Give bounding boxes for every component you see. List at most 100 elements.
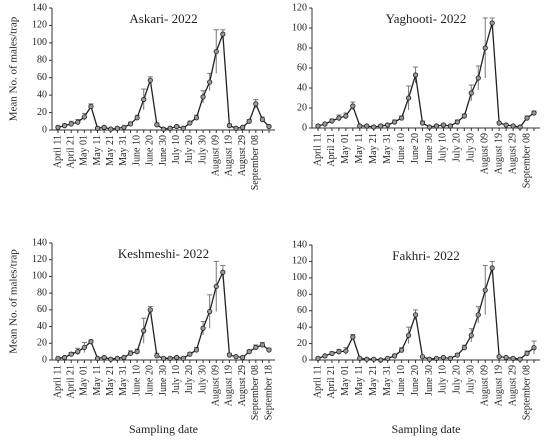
x-tick-label: September 08	[250, 135, 261, 190]
data-point	[200, 325, 206, 331]
x-tick-label: May 21	[368, 365, 379, 396]
x-tick-label: August 19	[224, 365, 235, 406]
x-tick-label: April 21	[326, 133, 337, 167]
x-tick-label: April 21	[65, 365, 76, 399]
x-tick-label: July 20	[452, 133, 463, 162]
y-tick-label: 40	[37, 321, 47, 332]
data-point	[426, 124, 433, 130]
y-tick-label: 40	[297, 321, 307, 332]
data-point	[440, 122, 447, 128]
data-point	[193, 347, 200, 353]
data-point	[127, 350, 134, 356]
data-point	[350, 334, 356, 340]
data-point	[213, 48, 219, 55]
y-tick-label: 120	[32, 254, 47, 265]
x-tick-label: June 20	[410, 365, 421, 396]
y-tick-label: 80	[297, 289, 307, 300]
data-point	[524, 350, 530, 357]
data-point	[350, 103, 356, 109]
chart-title: Keshmeshi- 2022	[118, 246, 209, 261]
x-tick-label: May 21	[105, 365, 116, 396]
data-point	[147, 77, 153, 83]
data-point	[447, 123, 453, 129]
data-point	[167, 355, 173, 361]
x-tick-label: September 18	[263, 365, 274, 420]
data-point	[405, 332, 412, 338]
data-point	[468, 90, 474, 96]
y-tick-label: 80	[37, 55, 47, 66]
y-tick-label: 0	[302, 354, 307, 365]
chart-title: Yaghooti- 2022	[386, 11, 467, 26]
data-line	[57, 269, 270, 360]
data-point	[253, 344, 259, 351]
data-point	[392, 119, 398, 125]
data-line	[317, 22, 535, 128]
data-point	[94, 125, 101, 131]
data-point	[357, 123, 363, 129]
x-tick-label: August 19	[493, 365, 504, 406]
data-point	[322, 121, 328, 127]
data-point	[364, 356, 370, 362]
data-point	[419, 354, 426, 360]
data-point	[517, 124, 523, 130]
x-tick-label: June 20	[410, 133, 421, 164]
x-tick-label: April 11	[52, 135, 63, 168]
x-tick-label: July 30	[466, 365, 477, 394]
x-tick-label: September 08	[521, 365, 532, 420]
data-point	[101, 124, 107, 130]
data-point	[108, 356, 114, 362]
data-point	[433, 355, 440, 361]
data-point	[266, 347, 272, 353]
x-tick-label: August 19	[493, 133, 504, 174]
data-point	[160, 126, 167, 132]
y-tick-label: 20	[297, 338, 307, 349]
data-point	[200, 94, 206, 100]
x-tick-label: May 11	[92, 135, 103, 165]
data-point	[412, 72, 419, 78]
data-point	[259, 116, 266, 123]
data-point	[503, 122, 509, 128]
x-tick-label: July 20	[184, 135, 195, 164]
data-point	[187, 351, 193, 357]
data-point	[503, 354, 509, 361]
x-tick-label: July 10	[171, 365, 182, 394]
x-tick-label: May 21	[105, 135, 116, 166]
data-point	[174, 123, 180, 130]
x-tick-label: May 31	[382, 133, 393, 164]
data-point	[233, 354, 239, 360]
y-tick-label: 140	[32, 2, 47, 13]
y-tick-label: 80	[297, 42, 307, 53]
data-point	[447, 355, 453, 361]
data-point	[134, 349, 140, 355]
data-line	[317, 267, 535, 361]
data-point	[240, 354, 246, 361]
data-point	[489, 265, 495, 271]
data-point	[385, 122, 391, 128]
data-point	[343, 348, 349, 354]
data-point	[75, 119, 81, 125]
data-point	[75, 349, 81, 355]
x-tick-label: June 10	[131, 135, 142, 166]
x-tick-label: July 30	[197, 135, 208, 164]
y-tick-label: 60	[37, 304, 47, 315]
data-point	[322, 353, 328, 359]
data-point	[454, 119, 460, 125]
y-tick-label: 20	[37, 338, 47, 349]
data-point	[207, 79, 213, 85]
y-tick-label: 60	[297, 62, 307, 73]
data-point	[531, 345, 537, 351]
data-point	[193, 115, 200, 121]
data-point	[378, 357, 384, 363]
data-point	[440, 354, 447, 361]
data-point	[240, 124, 246, 130]
data-point	[510, 123, 516, 129]
x-tick-label: July 20	[184, 365, 195, 394]
y-tick-label: 20	[297, 102, 307, 113]
y-tick-label: 100	[32, 37, 47, 48]
data-point	[475, 75, 481, 81]
data-point	[108, 126, 114, 132]
data-point	[405, 95, 412, 101]
y-tick-label: 120	[292, 2, 307, 13]
x-tick-label: July 20	[452, 365, 463, 394]
x-tick-label: May 01	[79, 135, 90, 166]
